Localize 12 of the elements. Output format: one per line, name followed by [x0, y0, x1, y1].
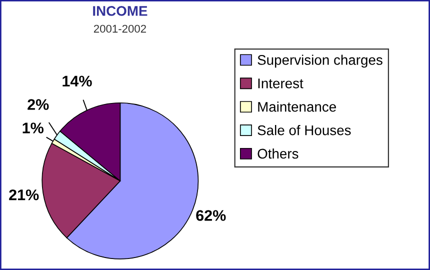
data-label: 2% — [28, 99, 49, 110]
legend-label: Sale of Houses — [258, 125, 351, 136]
data-label: 21% — [9, 189, 39, 200]
chart-subtitle: 2001-2002 — [94, 24, 146, 33]
legend-label: Supervision charges — [258, 54, 382, 68]
data-label: 14% — [62, 76, 92, 87]
data-label: 1% — [22, 122, 44, 134]
legend-label: Others — [258, 148, 298, 159]
legend-label: Interest — [258, 78, 304, 88]
data-label: 62% — [196, 210, 226, 221]
chart-title: INCOME — [93, 6, 148, 16]
legend-label: Maintenance — [258, 102, 336, 112]
